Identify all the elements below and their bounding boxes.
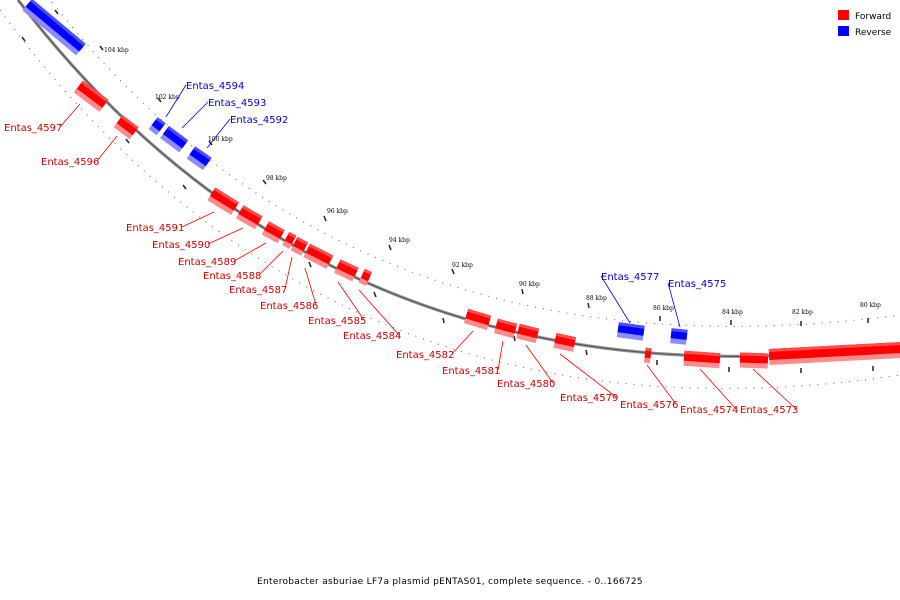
gene-block bbox=[160, 125, 189, 153]
tick-label: 88 kbp bbox=[586, 295, 607, 302]
tick-label: 96 kbp bbox=[327, 208, 348, 215]
leader-line bbox=[646, 364, 677, 405]
tick-label: 82 kbp bbox=[792, 309, 813, 316]
leader-line bbox=[206, 118, 231, 149]
leader-line bbox=[667, 282, 681, 328]
leader-line bbox=[233, 242, 267, 262]
backbone-arc-inner bbox=[17, 0, 900, 357]
gene-block bbox=[148, 117, 166, 136]
gene-block bbox=[186, 146, 212, 171]
tick-label: 100 kbp bbox=[208, 136, 233, 143]
gene-block bbox=[334, 259, 359, 282]
leader-line bbox=[497, 340, 504, 371]
gene-label: Entas_4585 bbox=[308, 316, 366, 327]
leader-line bbox=[525, 344, 554, 384]
gene-block bbox=[616, 322, 645, 341]
gene-block bbox=[73, 80, 109, 112]
gene-labels: Entas_4597 Entas_4596 Entas_4594 Entas_4593… bbox=[4, 81, 798, 416]
gene-label: Entas_4574 bbox=[680, 405, 738, 416]
leader-line bbox=[165, 84, 187, 118]
gene-label: Entas_4597 bbox=[4, 123, 62, 134]
gene-label: Entas_4575 bbox=[668, 279, 726, 290]
tick-label: 104 kbp bbox=[104, 47, 129, 54]
legend-forward-swatch bbox=[838, 10, 849, 20]
gene-label: Entas_4581 bbox=[442, 366, 500, 377]
scale-ring-inner bbox=[0, 9, 900, 390]
gene-block bbox=[235, 205, 263, 230]
tick-label: 98 kbp bbox=[266, 175, 287, 182]
gene-features bbox=[22, 0, 900, 369]
gene-block bbox=[261, 221, 285, 244]
leader-line bbox=[337, 281, 365, 321]
backbone-arc bbox=[16, 0, 900, 358]
leader-line bbox=[559, 353, 617, 398]
leader-line bbox=[752, 368, 797, 410]
gene-block bbox=[494, 318, 518, 339]
leader-line bbox=[207, 227, 244, 245]
gene-block bbox=[358, 268, 373, 286]
tick-label: 102 kbp bbox=[155, 94, 180, 101]
gene-label: Entas_4584 bbox=[343, 331, 401, 342]
gene-label: Entas_4589 bbox=[178, 257, 236, 268]
gene-label: Entas_4586 bbox=[260, 301, 318, 312]
legend: Forward Reverse bbox=[838, 10, 892, 38]
gene-label: Entas_4577 bbox=[601, 272, 659, 283]
gene-label: Entas_4576 bbox=[620, 400, 678, 411]
gene-block bbox=[290, 236, 309, 256]
tick-label: 90 kbp bbox=[519, 281, 540, 288]
leader-line bbox=[284, 256, 293, 290]
leader-line bbox=[96, 135, 118, 162]
gene-block bbox=[683, 350, 721, 369]
legend-reverse-swatch bbox=[838, 26, 849, 36]
gene-label: Entas_4596 bbox=[41, 157, 99, 168]
tick-label: 86 kbp bbox=[653, 305, 674, 312]
leader-line bbox=[181, 101, 209, 129]
gene-block bbox=[463, 308, 492, 331]
gene-block bbox=[553, 333, 577, 352]
tick-label: 84 kbp bbox=[722, 309, 743, 316]
gene-label: Entas_4582 bbox=[396, 350, 454, 361]
leader-line bbox=[181, 211, 215, 228]
gene-block bbox=[282, 231, 297, 249]
gene-block-offscreen bbox=[22, 0, 86, 56]
gene-block bbox=[670, 328, 688, 345]
gene-block bbox=[303, 243, 334, 269]
gene-block bbox=[207, 187, 240, 216]
tick-marks bbox=[21, 9, 874, 373]
gene-label: Entas_4593 bbox=[208, 98, 266, 109]
gene-label: Entas_4587 bbox=[229, 285, 287, 296]
leader-line bbox=[451, 330, 474, 355]
tick-labels: 104 kbp 102 kbp 100 kbp 98 kbp 96 kbp 94… bbox=[104, 47, 881, 316]
leader-line bbox=[258, 250, 284, 276]
leader-line bbox=[699, 368, 737, 410]
gene-label: Entas_4588 bbox=[203, 271, 261, 282]
legend-forward-label: Forward bbox=[855, 12, 891, 22]
gene-label: Entas_4580 bbox=[497, 379, 555, 390]
gene-label: Entas_4579 bbox=[560, 393, 618, 404]
leader-line bbox=[59, 103, 81, 128]
gene-block bbox=[739, 352, 769, 369]
gene-label: Entas_4573 bbox=[740, 405, 798, 416]
gene-label: Entas_4592 bbox=[230, 115, 288, 126]
leader-line bbox=[358, 289, 400, 336]
gene-label: Entas_4590 bbox=[152, 240, 210, 251]
figure-caption: Enterobacter asburiae LF7a plasmid pENTA… bbox=[257, 577, 643, 587]
gene-block bbox=[516, 323, 540, 344]
gene-label: Entas_4594 bbox=[186, 81, 244, 92]
legend-reverse-label: Reverse bbox=[855, 28, 892, 38]
gene-label: Entas_4591 bbox=[126, 223, 184, 234]
leader-line bbox=[304, 267, 317, 306]
tick-label: 80 kbp bbox=[860, 302, 881, 309]
scale-ring-outer bbox=[49, 0, 900, 327]
gene-block bbox=[113, 115, 139, 140]
tick-label: 92 kbp bbox=[452, 262, 473, 269]
tick-label: 94 kbp bbox=[389, 237, 410, 244]
label-leaders bbox=[59, 84, 797, 410]
leader-line bbox=[600, 275, 631, 324]
gene-block-offscreen bbox=[768, 342, 900, 365]
gene-block bbox=[643, 347, 652, 364]
